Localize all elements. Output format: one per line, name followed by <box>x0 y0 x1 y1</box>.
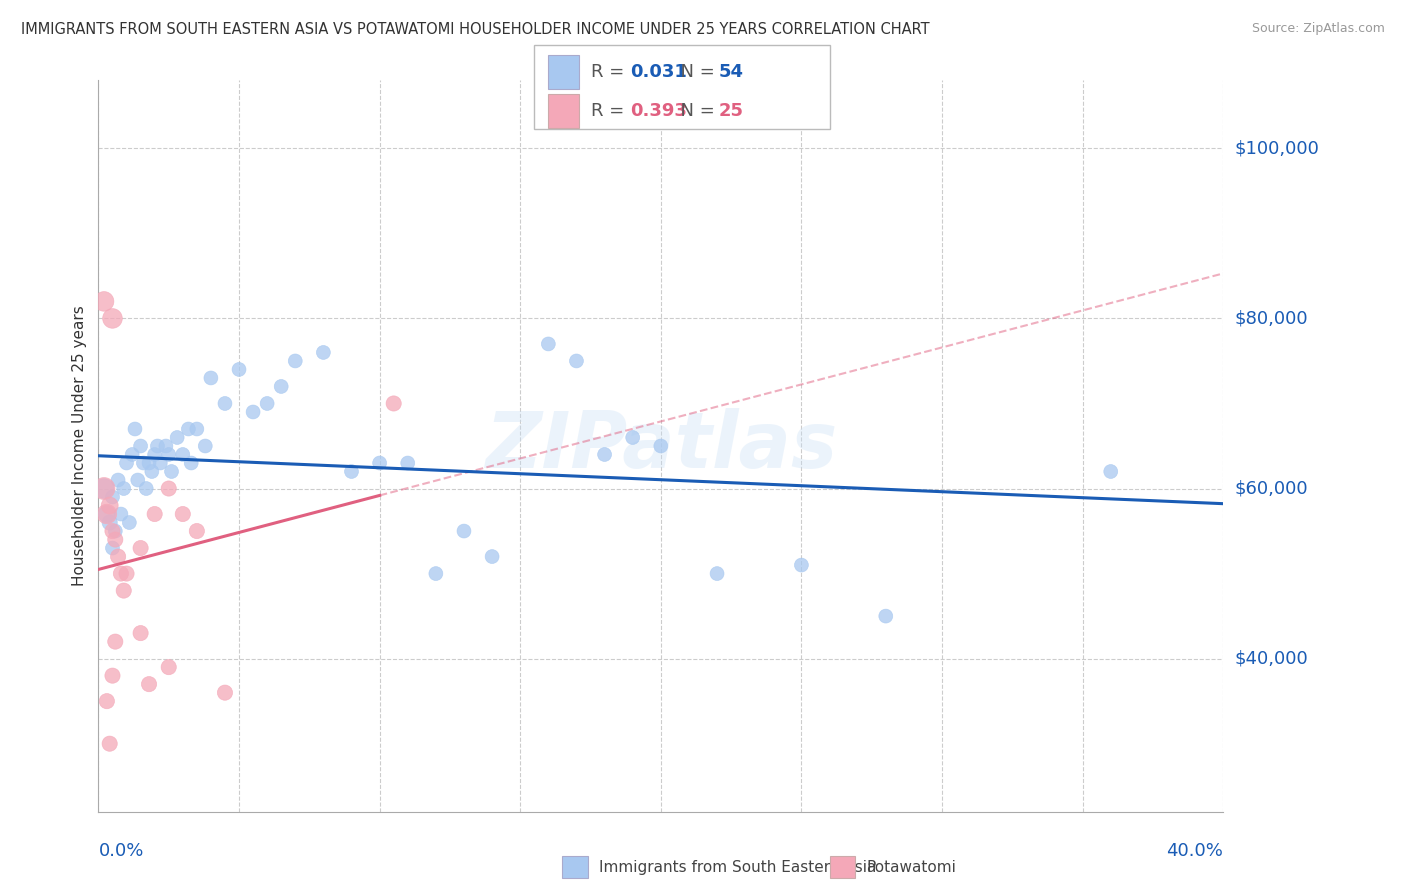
Point <box>382 396 405 410</box>
Point <box>93 482 115 496</box>
Point <box>214 396 236 410</box>
Point <box>650 439 672 453</box>
Point <box>101 668 124 682</box>
Point <box>790 558 813 572</box>
Point <box>115 456 138 470</box>
Point <box>214 686 236 700</box>
Text: $60,000: $60,000 <box>1234 480 1308 498</box>
Text: R =: R = <box>591 62 630 80</box>
Point <box>425 566 447 581</box>
Point <box>110 507 132 521</box>
Point <box>177 422 200 436</box>
Point <box>284 354 307 368</box>
Point <box>96 507 118 521</box>
Point <box>172 507 194 521</box>
Point <box>101 524 124 538</box>
Point <box>118 516 141 530</box>
Text: R =: R = <box>591 102 630 120</box>
Point <box>157 482 180 496</box>
Point <box>160 465 183 479</box>
Point <box>875 609 897 624</box>
Point <box>537 337 560 351</box>
Point <box>146 439 169 453</box>
Point <box>127 473 149 487</box>
Point <box>138 456 160 470</box>
Point <box>110 566 132 581</box>
Point <box>157 660 180 674</box>
Point <box>112 583 135 598</box>
Point <box>107 473 129 487</box>
Text: N =: N = <box>669 62 721 80</box>
Text: 0.031: 0.031 <box>630 62 686 80</box>
Point <box>132 456 155 470</box>
Text: 0.0%: 0.0% <box>98 842 143 860</box>
Text: Potawatomi: Potawatomi <box>866 860 956 874</box>
Point <box>93 482 115 496</box>
Text: $40,000: $40,000 <box>1234 649 1308 667</box>
Point <box>115 566 138 581</box>
Point <box>186 524 208 538</box>
Point <box>180 456 202 470</box>
Text: 40.0%: 40.0% <box>1167 842 1223 860</box>
Point <box>101 311 124 326</box>
Point <box>186 422 208 436</box>
Text: IMMIGRANTS FROM SOUTH EASTERN ASIA VS POTAWATOMI HOUSEHOLDER INCOME UNDER 25 YEA: IMMIGRANTS FROM SOUTH EASTERN ASIA VS PO… <box>21 22 929 37</box>
Point <box>200 371 222 385</box>
Point <box>228 362 250 376</box>
Point <box>312 345 335 359</box>
Point <box>98 737 121 751</box>
Text: 25: 25 <box>718 102 744 120</box>
Point <box>121 448 143 462</box>
Point <box>104 634 127 648</box>
Point <box>96 507 118 521</box>
Point <box>621 430 644 444</box>
Point <box>101 490 124 504</box>
Text: Immigrants from South Eastern Asia: Immigrants from South Eastern Asia <box>599 860 876 874</box>
Point <box>453 524 475 538</box>
Text: $80,000: $80,000 <box>1234 310 1308 327</box>
Point <box>135 482 157 496</box>
Text: 0.393: 0.393 <box>630 102 686 120</box>
Point <box>166 430 188 444</box>
Point <box>340 465 363 479</box>
Point <box>93 294 115 309</box>
Point <box>593 448 616 462</box>
Point <box>242 405 264 419</box>
Point <box>194 439 217 453</box>
Text: Source: ZipAtlas.com: Source: ZipAtlas.com <box>1251 22 1385 36</box>
Point <box>270 379 292 393</box>
Point <box>706 566 728 581</box>
Point <box>98 516 121 530</box>
Y-axis label: Householder Income Under 25 years: Householder Income Under 25 years <box>72 306 87 586</box>
Point <box>129 439 152 453</box>
Point <box>155 439 177 453</box>
Point <box>481 549 503 564</box>
Point <box>143 448 166 462</box>
Point <box>565 354 588 368</box>
Point <box>1099 465 1122 479</box>
Point <box>157 448 180 462</box>
Point <box>107 549 129 564</box>
Point <box>104 533 127 547</box>
Point <box>96 694 118 708</box>
Point <box>138 677 160 691</box>
Point <box>141 465 163 479</box>
Point <box>256 396 278 410</box>
Point <box>104 524 127 538</box>
Point <box>129 626 152 640</box>
Point <box>101 541 124 555</box>
Point <box>124 422 146 436</box>
Text: N =: N = <box>669 102 721 120</box>
Point <box>112 482 135 496</box>
Point <box>368 456 391 470</box>
Text: ZIPatlas: ZIPatlas <box>485 408 837 484</box>
Point <box>143 507 166 521</box>
Text: $100,000: $100,000 <box>1234 139 1319 157</box>
Point <box>129 541 152 555</box>
Text: 54: 54 <box>718 62 744 80</box>
Point <box>172 448 194 462</box>
Point <box>396 456 419 470</box>
Point <box>149 456 172 470</box>
Point <box>98 499 121 513</box>
